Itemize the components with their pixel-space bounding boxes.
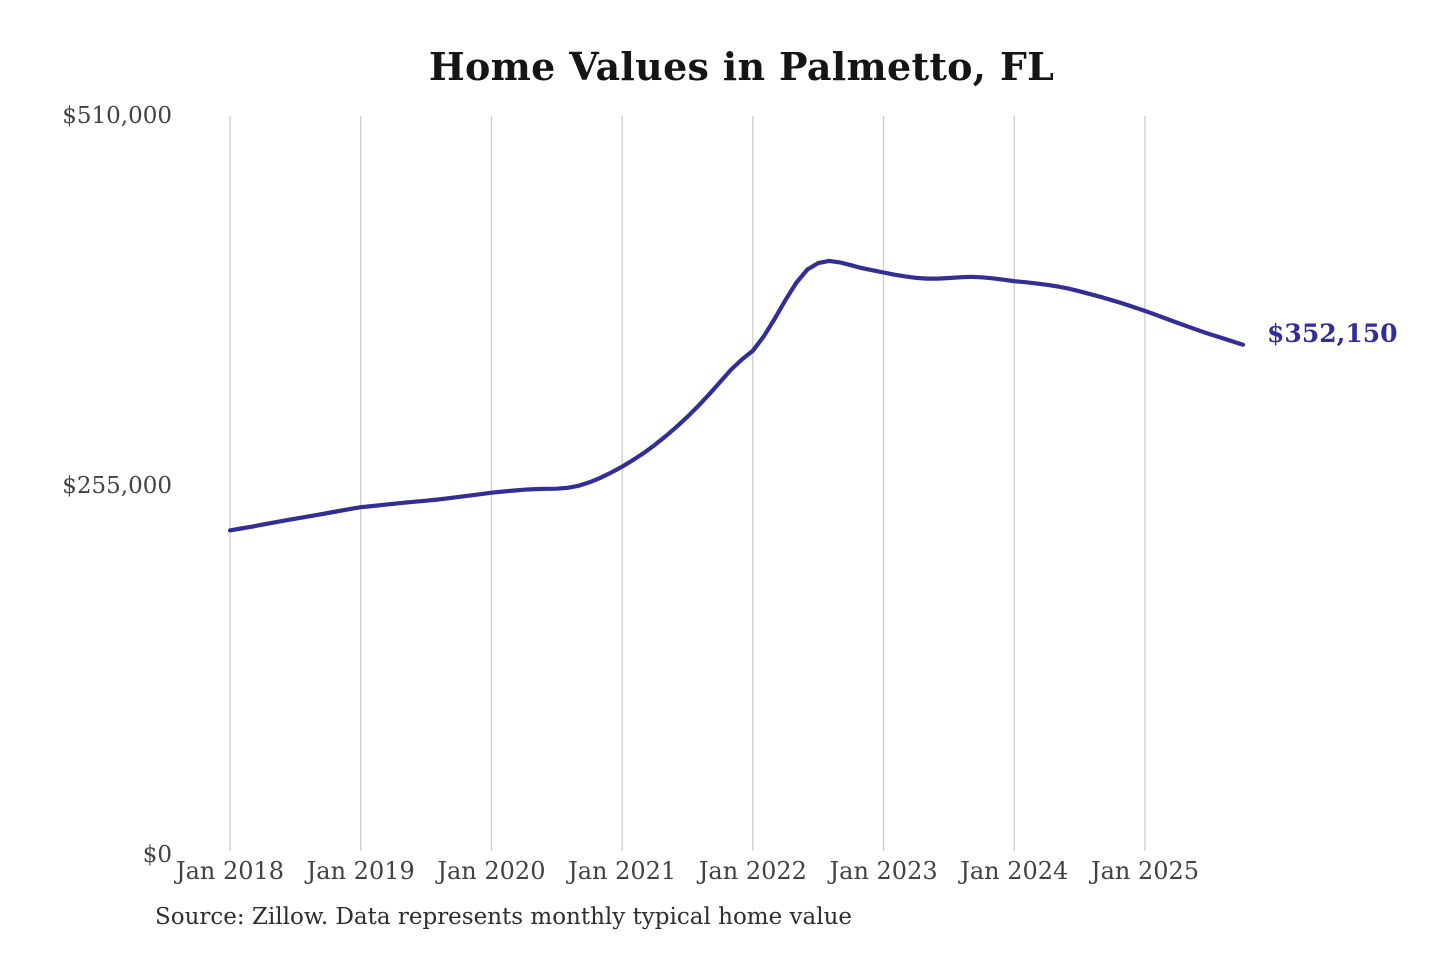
chart-title: Home Values in Palmetto, FL bbox=[428, 44, 1055, 89]
y-axis-tick-label: $255,000 bbox=[62, 472, 172, 499]
x-axis-tick-label: Jan 2019 bbox=[306, 857, 415, 885]
gridlines bbox=[229, 116, 1146, 851]
x-axis-tick-label: Jan 2018 bbox=[175, 857, 285, 885]
y-axis-tick-label: $0 bbox=[142, 842, 172, 868]
y-axis-tick-label: $510,000 bbox=[62, 103, 172, 129]
latest-value-label: $352,150 bbox=[1267, 318, 1398, 348]
x-axis-tick-label: Jan 2023 bbox=[829, 857, 938, 885]
x-axis-tick-label: Jan 2025 bbox=[1090, 857, 1200, 885]
x-axis-tick-label: Jan 2021 bbox=[568, 857, 677, 885]
home-value-line bbox=[227, 258, 1246, 533]
x-axis-tick-label: Jan 2022 bbox=[698, 857, 807, 885]
x-axis-tick-label: Jan 2020 bbox=[437, 857, 546, 885]
x-axis-tick-label: Jan 2024 bbox=[960, 857, 1069, 885]
source-note: Source: Zillow. Data represents monthly … bbox=[155, 904, 853, 930]
